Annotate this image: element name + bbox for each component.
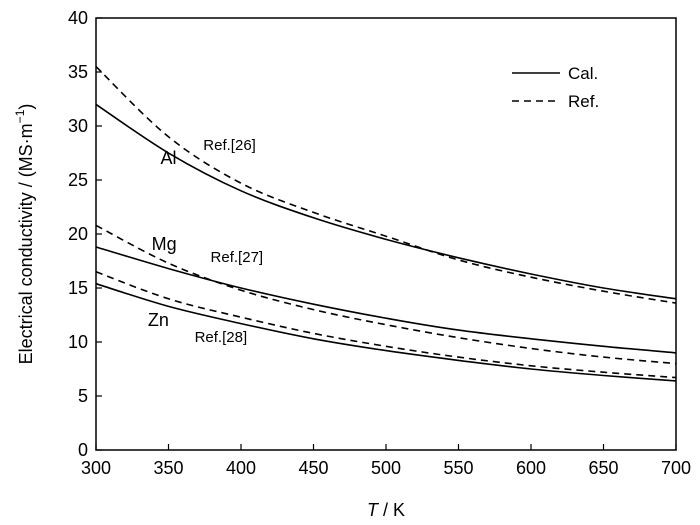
x-tick-label: 600: [516, 458, 546, 478]
y-tick-label: 0: [78, 440, 88, 460]
annotation-labels: Al Mg Zn Ref.[26] Ref.[27] Ref.[28]: [148, 137, 263, 346]
series-zn-cal-line: [95, 282, 677, 382]
y-axis-title-text: Electrical conductivity / (MS·m: [16, 123, 36, 364]
y-tick-label: 40: [68, 8, 88, 28]
series-al-cal-line: [95, 103, 677, 300]
y-axis-title-sup: −1: [13, 109, 27, 123]
x-axis-title: T / K: [367, 500, 405, 520]
series-al-ref-line: [95, 66, 677, 304]
reference-label: Ref.[28]: [195, 329, 248, 346]
metal-label-zn: Zn: [148, 310, 169, 330]
series-mg-cal-line: [95, 246, 677, 354]
x-tick-label: 550: [443, 458, 473, 478]
x-tick-label: 300: [81, 458, 111, 478]
x-tick-label: 350: [153, 458, 183, 478]
y-tick-label: 25: [68, 170, 88, 190]
metal-label-mg: Mg: [152, 234, 177, 254]
x-tick-label: 450: [298, 458, 328, 478]
series-zn-ref-line: [95, 271, 677, 379]
series-mg-ref-line: [95, 224, 677, 365]
plot-frame: [95, 17, 677, 451]
x-tick-label: 650: [588, 458, 618, 478]
y-tick-label: 20: [68, 224, 88, 244]
y-tick-label: 10: [68, 332, 88, 352]
legend-label-cal: Cal.: [568, 64, 598, 83]
x-axis-title-unit: / K: [378, 500, 405, 520]
x-tick-label: 700: [661, 458, 691, 478]
y-tick-label: 15: [68, 278, 88, 298]
y-axis-title-close: ): [16, 104, 36, 110]
axis-ticks: 300 350 400 450 500 550 600 650 700 0 5 10 15 20 25 30 3…: [68, 8, 691, 478]
y-tick-label: 5: [78, 386, 88, 406]
metal-label-al: Al: [160, 148, 176, 168]
reference-label: Ref.[27]: [211, 249, 264, 266]
x-tick-label: 400: [226, 458, 256, 478]
y-tick-label: 35: [68, 62, 88, 82]
legend: Cal. Ref.: [512, 64, 599, 111]
x-axis-title-var: T: [367, 500, 380, 520]
y-tick-label: 30: [68, 116, 88, 136]
legend-label-ref: Ref.: [568, 92, 599, 111]
y-axis-title: Electrical conductivity / (MS·m−1): [13, 104, 36, 365]
x-tick-label: 500: [371, 458, 401, 478]
series-lines: [95, 66, 677, 382]
reference-label: Ref.[26]: [203, 137, 256, 154]
